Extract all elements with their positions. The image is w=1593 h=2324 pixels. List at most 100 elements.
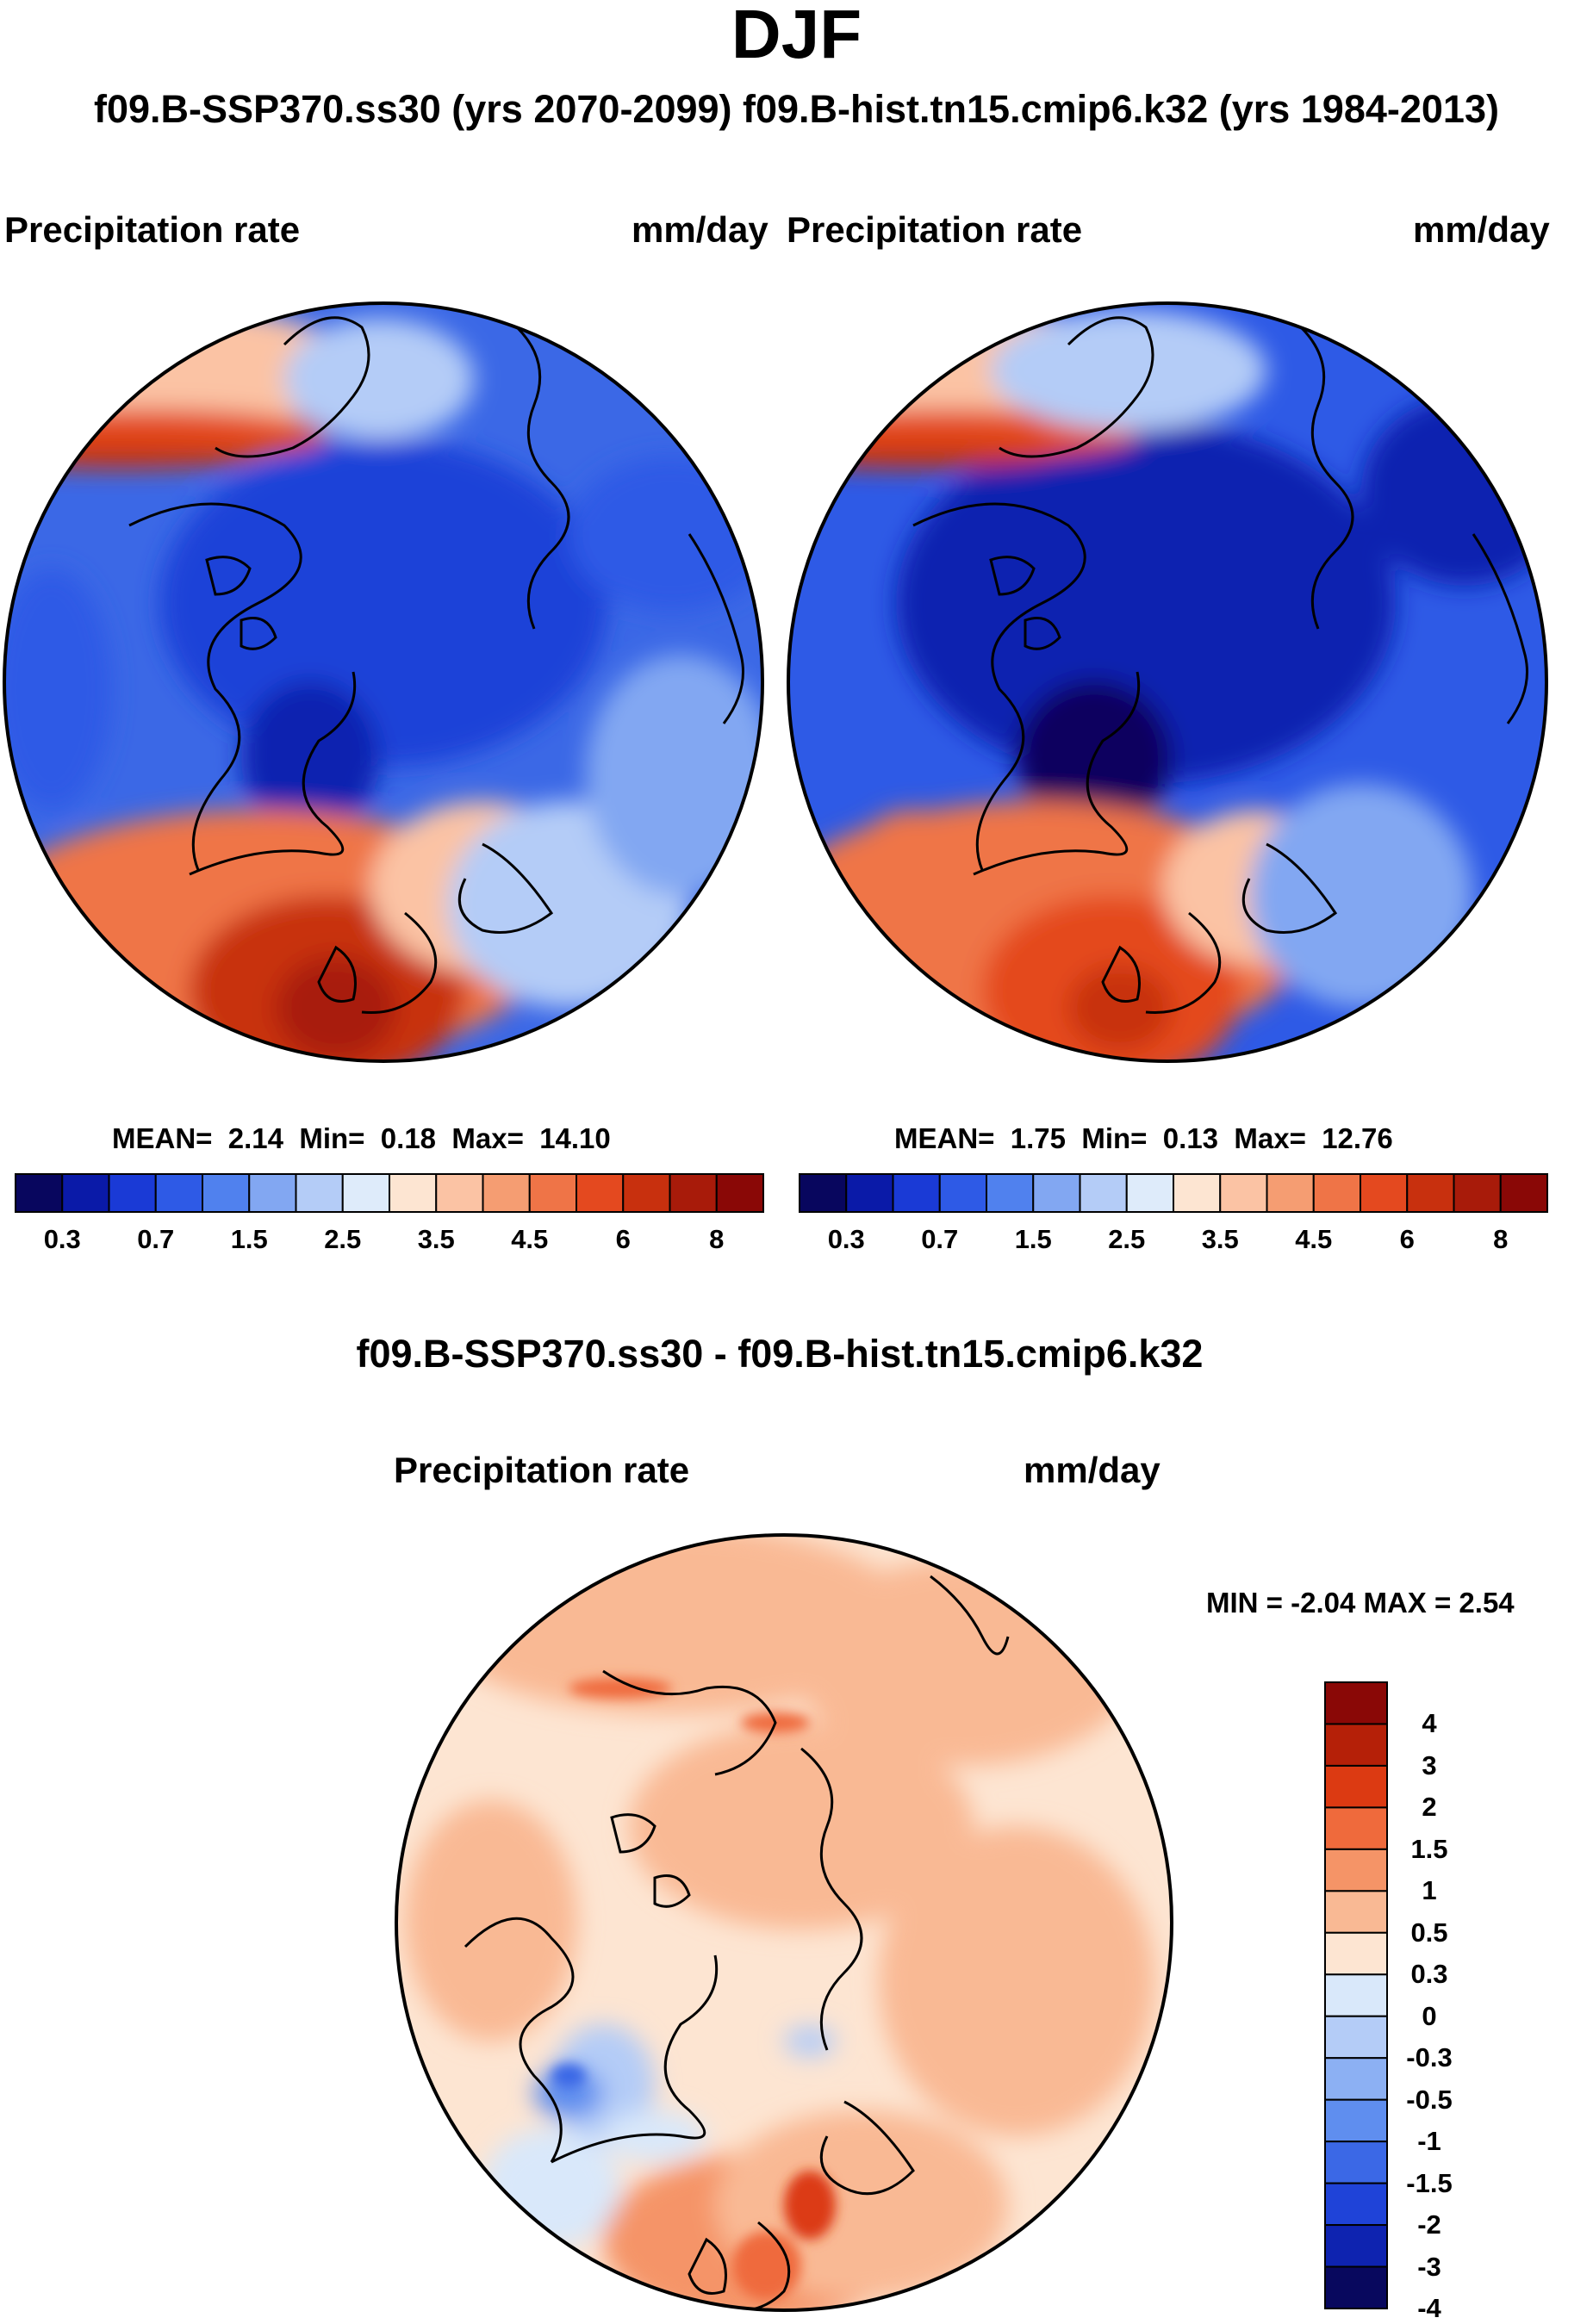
right-colorbar: [799, 1173, 1548, 1213]
colorbar-segment: [1324, 2265, 1388, 2310]
colorbar-tick-label: 0.5: [1410, 1917, 1448, 1948]
left-colorbar: [15, 1173, 764, 1213]
right-mean-label: MEAN=: [894, 1122, 995, 1154]
difference-title: f09.B-SSP370.ss30 - f09.B-hist.tn15.cmip…: [356, 1332, 1204, 1376]
right-max-label: Max=: [1234, 1122, 1306, 1154]
colorbar-segment: [1266, 1173, 1315, 1213]
colorbar-segment: [1324, 2098, 1388, 2143]
colorbar-segment: [1453, 1173, 1502, 1213]
colorbar-tick-label: 4.5: [1295, 1224, 1333, 1254]
colorbar-segment: [1324, 1848, 1388, 1892]
colorbar-tick-label: 3: [1422, 1749, 1437, 1780]
colorbar-segment: [482, 1173, 531, 1213]
colorbar-segment: [108, 1173, 157, 1213]
colorbar-tick-label: 0: [1422, 2000, 1437, 2031]
colorbar-tick-label: -0.3: [1406, 2042, 1453, 2073]
colorbar-tick-label: 0.3: [827, 1224, 865, 1254]
colorbar-segment: [1324, 2182, 1388, 2227]
colorbar-segment: [389, 1173, 438, 1213]
right-min-label: Min=: [1081, 1122, 1148, 1154]
colorbar-tick-label: 0.3: [43, 1224, 81, 1254]
difference-min-max: MIN = -2.04 MAX = 2.54: [1206, 1587, 1515, 1619]
colorbar-segment: [1173, 1173, 1222, 1213]
difference-panel-units: mm/day: [1024, 1450, 1161, 1490]
colorbar-tick-label: -2: [1417, 2209, 1441, 2240]
colorbar-segment: [295, 1173, 344, 1213]
colorbar-tick-label: 2: [1422, 1792, 1437, 1823]
main-title: DJF: [731, 0, 862, 72]
colorbar-segment: [1324, 2057, 1388, 2101]
colorbar-segment: [1324, 1973, 1388, 2017]
difference-map: [396, 1535, 1172, 2310]
right-panel-units: mm/day: [1413, 209, 1550, 250]
colorbar-tick-label: 4: [1422, 1708, 1437, 1739]
difference-map-border: [395, 1533, 1173, 2312]
colorbar-tick-label: 6: [615, 1224, 631, 1254]
colorbar-segment: [1324, 2224, 1388, 2268]
left-max-value: 14.10: [539, 1122, 611, 1154]
colorbar-tick-label: 1.5: [1410, 1833, 1448, 1864]
colorbar-segment: [15, 1173, 64, 1213]
colorbar-segment: [1324, 1806, 1388, 1850]
colorbar-segment: [1499, 1173, 1548, 1213]
colorbar-segment: [799, 1173, 848, 1213]
colorbar-segment: [1324, 1764, 1388, 1809]
colorbar-segment: [1125, 1173, 1174, 1213]
colorbar-segment: [1324, 2015, 1388, 2060]
colorbar-tick-label: 3.5: [1201, 1224, 1239, 1254]
left-min-value: 0.18: [380, 1122, 437, 1154]
colorbar-segment: [1324, 1890, 1388, 1934]
difference-panel-variable: Precipitation rate: [394, 1450, 690, 1490]
colorbar-segment: [938, 1173, 987, 1213]
colorbar-tick-label: -3: [1417, 2251, 1441, 2282]
colorbar-segment: [1079, 1173, 1128, 1213]
right-stats: MEAN= 1.75 Min= 0.13 Max= 12.76: [894, 1122, 1393, 1156]
colorbar-tick-label: 0.7: [137, 1224, 175, 1254]
colorbar-tick-label: 8: [1493, 1224, 1509, 1254]
left-min-label: Min=: [299, 1122, 365, 1154]
colorbar-tick-label: 0.7: [921, 1224, 959, 1254]
colorbar-segment: [1032, 1173, 1081, 1213]
left-map-border: [3, 301, 764, 1063]
colorbar-tick-label: -1: [1417, 2126, 1441, 2157]
colorbar-segment: [528, 1173, 577, 1213]
colorbar-tick-label: 4.5: [511, 1224, 549, 1254]
colorbar-tick-label: 6: [1399, 1224, 1415, 1254]
colorbar-tick-label: 3.5: [417, 1224, 455, 1254]
colorbar-segment: [1324, 2141, 1388, 2184]
colorbar-segment: [341, 1173, 390, 1213]
right-map-border: [787, 301, 1548, 1063]
left-panel-units: mm/day: [632, 209, 768, 250]
colorbar-tick-label: 0.3: [1410, 1959, 1448, 1990]
colorbar-segment: [1406, 1173, 1455, 1213]
colorbar-segment: [845, 1173, 894, 1213]
right-panel-variable: Precipitation rate: [787, 209, 1083, 250]
left-stats: MEAN= 2.14 Min= 0.18 Max= 14.10: [112, 1122, 611, 1156]
colorbar-segment: [1360, 1173, 1409, 1213]
colorbar-segment: [154, 1173, 203, 1213]
colorbar-segment: [1324, 1931, 1388, 1976]
colorbar-segment: [61, 1173, 110, 1213]
right-max-value: 12.76: [1322, 1122, 1393, 1154]
colorbar-segment: [1324, 1723, 1388, 1767]
colorbar-tick-label: -1.5: [1406, 2167, 1453, 2198]
colorbar-segment: [435, 1173, 484, 1213]
colorbar-tick-label: 1: [1422, 1875, 1437, 1906]
colorbar-segment: [715, 1173, 764, 1213]
colorbar-segment: [622, 1173, 671, 1213]
colorbar-segment: [892, 1173, 941, 1213]
colorbar-segment: [1219, 1173, 1268, 1213]
left-mean-value: 2.14: [227, 1122, 284, 1154]
colorbar-tick-label: 1.5: [230, 1224, 268, 1254]
colorbar-segment: [576, 1173, 625, 1213]
colorbar-segment: [202, 1173, 251, 1213]
right-min-value: 0.13: [1162, 1122, 1219, 1154]
colorbar-segment: [1312, 1173, 1361, 1213]
colorbar-segment: [1324, 1681, 1388, 1725]
colorbar-tick-label: 1.5: [1014, 1224, 1052, 1254]
colorbar-tick-label: -0.5: [1406, 2084, 1453, 2115]
left-max-label: Max=: [451, 1122, 524, 1154]
right-mean-value: 1.75: [1010, 1122, 1067, 1154]
colorbar-segment: [248, 1173, 297, 1213]
